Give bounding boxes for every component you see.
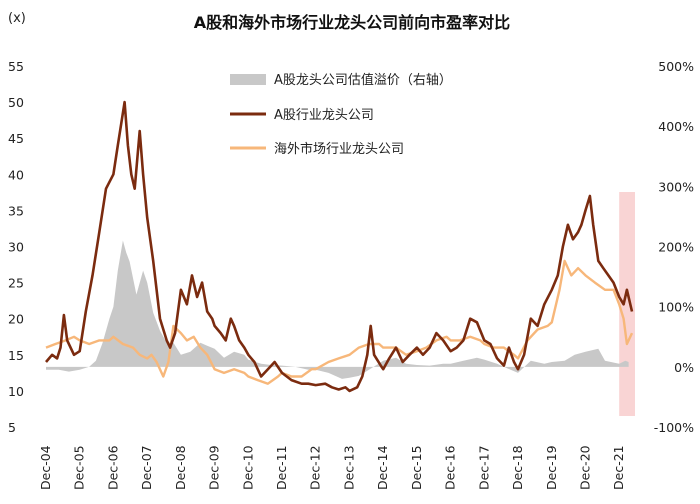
x-tick-label: Dec-15 — [409, 445, 424, 490]
left-tick-label: 50 — [8, 95, 24, 110]
left-tick-label: 25 — [8, 276, 24, 291]
legend-label-overseas: 海外市场行业龙头公司 — [274, 141, 404, 157]
x-tick-label: Dec-18 — [510, 445, 525, 490]
x-tick-label: Dec-21 — [611, 445, 626, 490]
legend-label-premium: A股龙头公司估值溢价（右轴） — [274, 72, 452, 88]
right-tick-label: 100% — [658, 300, 694, 315]
right-axis-ticks: -100% 0% 100% 200% 300% 400% 500% — [654, 59, 694, 435]
highlight-region — [619, 192, 635, 416]
x-tick-label: Dec-06 — [105, 445, 120, 490]
left-tick-label: 20 — [8, 312, 24, 327]
x-tick-label: Dec-10 — [240, 445, 255, 490]
x-axis-ticks: Dec-04 Dec-05 Dec-06 Dec-07 Dec-08 Dec-09 Dec-… — [38, 445, 626, 490]
left-axis-ticks: 5 10 15 20 25 30 35 40 45 50 55 — [8, 59, 24, 435]
x-tick-label: Dec-13 — [341, 445, 356, 490]
right-tick-label: 200% — [658, 240, 694, 255]
x-tick-label: Dec-12 — [308, 445, 323, 490]
series-area-premium — [46, 240, 629, 379]
x-tick-label: Dec-04 — [38, 445, 53, 490]
x-tick-label: Dec-09 — [207, 445, 222, 490]
chart-title: A股和海外市场行业龙头公司前向市盈率对比 — [194, 13, 510, 32]
legend: A股龙头公司估值溢价（右轴） A股行业龙头公司 海外市场行业龙头公司 — [230, 72, 452, 157]
x-tick-label: Dec-07 — [139, 445, 154, 490]
right-tick-label: -100% — [654, 420, 694, 435]
series-line-a-share — [45, 100, 634, 393]
left-tick-label: 15 — [8, 348, 24, 363]
right-tick-label: 400% — [658, 119, 694, 134]
x-tick-label: Dec-05 — [72, 445, 87, 490]
area-layer — [46, 240, 629, 379]
left-axis-unit: (x) — [8, 11, 26, 26]
left-tick-label: 55 — [8, 59, 24, 74]
left-tick-label: 10 — [8, 384, 24, 399]
x-tick-label: Dec-20 — [577, 445, 592, 490]
left-tick-label: 35 — [8, 203, 24, 218]
left-tick-label: 45 — [8, 131, 24, 146]
right-tick-label: 0% — [674, 360, 694, 375]
line-layer — [45, 100, 634, 393]
x-tick-label: Dec-17 — [476, 445, 491, 490]
x-tick-label: Dec-19 — [544, 445, 559, 490]
right-tick-label: 300% — [658, 179, 694, 194]
left-tick-label: 40 — [8, 167, 24, 182]
left-tick-label: 5 — [8, 420, 16, 435]
x-tick-label: Dec-16 — [443, 445, 458, 490]
series-line-overseas — [45, 259, 634, 385]
legend-swatch-premium — [230, 74, 266, 85]
legend-label-a-share: A股行业龙头公司 — [274, 108, 374, 123]
right-tick-label: 500% — [658, 59, 694, 74]
left-tick-label: 30 — [8, 240, 24, 255]
x-tick-label: Dec-14 — [375, 445, 390, 490]
x-tick-label: Dec-08 — [173, 445, 188, 490]
highlight-layer — [619, 192, 635, 416]
x-tick-label: Dec-11 — [274, 445, 289, 490]
